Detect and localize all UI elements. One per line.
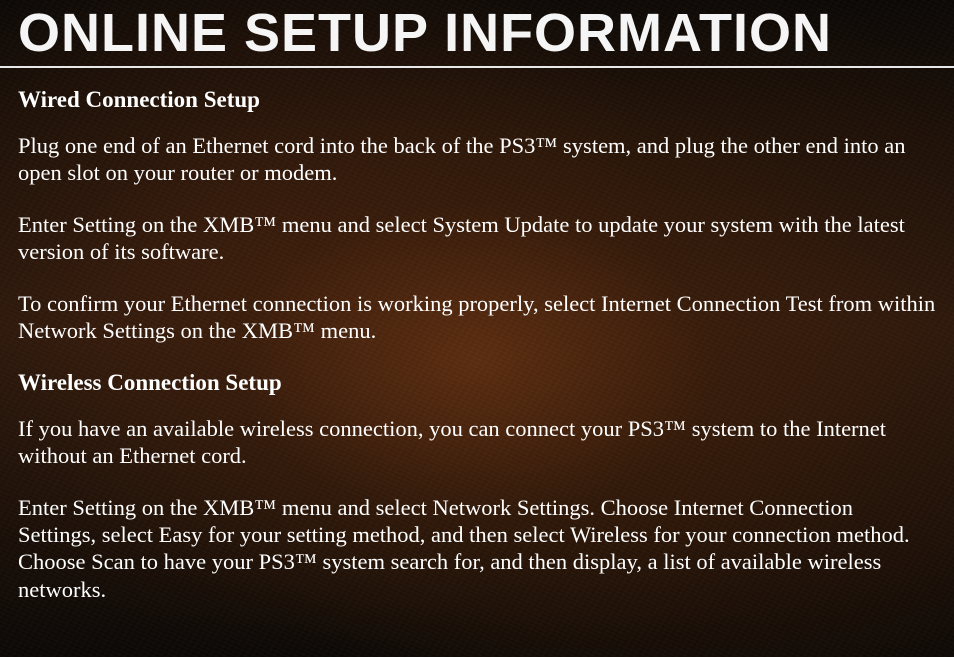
page-title: ONLINE SETUP INFORMATION — [0, 0, 954, 68]
body-content: Wired Connection Setup Plug one end of a… — [0, 68, 954, 603]
paragraph: To confirm your Ethernet connection is w… — [18, 290, 936, 345]
document-page: ONLINE SETUP INFORMATION Wired Connectio… — [0, 0, 954, 657]
section-heading-wireless: Wireless Connection Setup — [18, 369, 936, 397]
paragraph: If you have an available wireless connec… — [18, 415, 936, 470]
section-heading-wired: Wired Connection Setup — [18, 86, 936, 114]
paragraph: Enter Setting on the XMB™ menu and selec… — [18, 494, 936, 604]
paragraph: Plug one end of an Ethernet cord into th… — [18, 132, 936, 187]
paragraph: Enter Setting on the XMB™ menu and selec… — [18, 211, 936, 266]
